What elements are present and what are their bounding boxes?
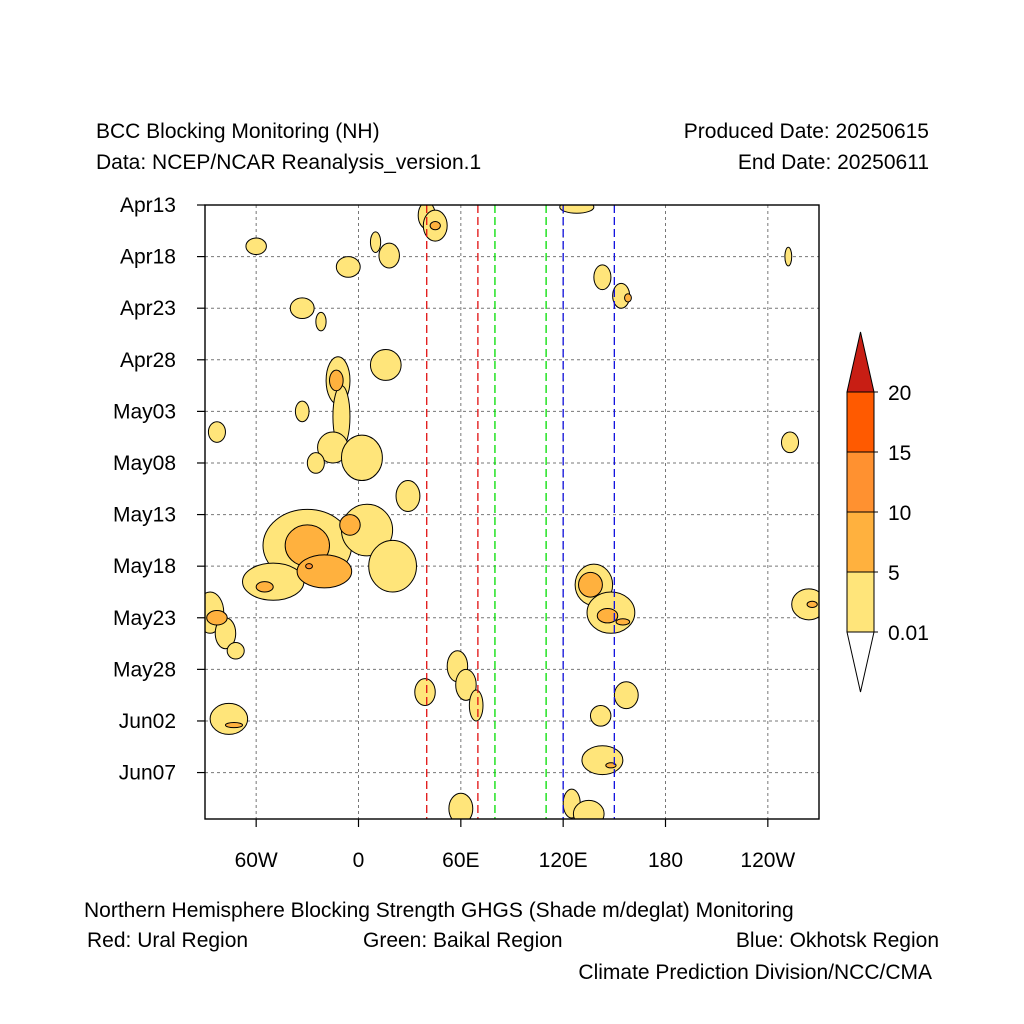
blocking-contour (605, 762, 617, 769)
blocking-contour (209, 702, 249, 735)
blocking-contour (596, 607, 619, 624)
colorbar-label: 15 (888, 442, 911, 465)
blocking-contour (289, 297, 315, 320)
blocking-contour (306, 452, 325, 474)
axis-ticks: 60W 0 60E 120E 180 120W Apr13 Apr18 Apr23 Apr28 Ma… (113, 194, 795, 872)
blocking-contour (305, 563, 313, 570)
x-tick-label: 60W (235, 849, 278, 872)
y-tick-label: May03 (113, 400, 176, 423)
y-tick-label: Apr18 (120, 246, 176, 269)
blocking-contour (226, 642, 245, 660)
y-tick-label: May28 (113, 658, 176, 681)
region-lines (426, 205, 615, 819)
colorbar-label: 0.01 (888, 622, 929, 645)
y-tick-label: Jun07 (119, 762, 176, 785)
colorbar-label: 20 (888, 382, 911, 405)
blocking-contour (369, 231, 382, 253)
blocking-contour (624, 293, 632, 303)
colorbar-segment (846, 391, 875, 453)
blocking-contour (784, 246, 793, 267)
blocking-contour (369, 348, 402, 381)
chart-title: BCC Blocking Monitoring (NH) (96, 120, 380, 143)
blocking-contour (414, 678, 436, 706)
blocking-contour (245, 237, 267, 256)
colorbar-segment (846, 451, 875, 513)
blocking-contour (329, 369, 344, 392)
colorbar: 20 15 10 5 0.01 (846, 331, 929, 693)
plot-frame (204, 204, 820, 820)
blocking-contour (206, 610, 228, 626)
blocking-shading (205, 205, 819, 819)
colorbar-segment (846, 571, 875, 633)
produced-date-label: Produced Date: 20250615 (683, 120, 929, 143)
credit-label: Climate Prediction Division/NCC/CMA (578, 961, 932, 984)
colorbar-segment (846, 511, 875, 573)
blocking-contour (780, 431, 800, 454)
blocking-contour (593, 264, 612, 291)
blocking-contour (224, 722, 244, 729)
blocking-contour (395, 480, 421, 512)
y-tick-label: May08 (113, 452, 176, 475)
blocking-contour (791, 588, 819, 621)
blocking-contour (340, 434, 383, 482)
colorbar-label: 5 (888, 562, 900, 585)
blocking-contour (581, 745, 624, 776)
blocking-contour (559, 205, 595, 214)
blocking-contour (255, 581, 274, 593)
blocking-contour (429, 221, 441, 231)
footer-description: Northern Hemisphere Blocking Strength GH… (84, 899, 794, 922)
blocking-contour (455, 668, 477, 701)
end-date-label: End Date: 20250611 (737, 151, 929, 174)
colorbar-label: 10 (888, 502, 911, 525)
x-tick-label: 120W (740, 849, 795, 872)
data-source-label: Data: NCEP/NCAR Reanalysis_version.1 (96, 151, 482, 174)
y-tick-label: May23 (113, 607, 176, 630)
y-tick-label: Apr23 (120, 297, 176, 320)
blocking-contour (615, 618, 631, 626)
blocking-contour (242, 562, 305, 601)
blocking-contour (572, 799, 605, 819)
blocking-contour (806, 600, 818, 608)
y-tick-label: Jun02 (119, 710, 176, 733)
blocking-contour (315, 311, 327, 332)
x-tick-label: 60E (442, 849, 479, 872)
legend-blue-label: Blue: Okhotsk Region (735, 929, 939, 952)
blocking-contour (296, 554, 353, 589)
blocking-contour (378, 242, 400, 269)
blocking-contour (335, 256, 361, 278)
y-tick-label: Apr13 (120, 194, 176, 217)
legend-green-label: Green: Baikal Region (363, 929, 563, 952)
y-tick-label: May18 (113, 555, 176, 578)
blocking-contour (368, 539, 417, 593)
blocking-contour (339, 514, 361, 536)
blocking-contour (448, 792, 474, 819)
x-tick-label: 180 (648, 849, 683, 872)
colorbar-max-triangle (846, 331, 875, 393)
x-tick-label: 0 (353, 849, 365, 872)
blocking-contour (294, 400, 310, 423)
blocking-contour (207, 421, 226, 443)
blocking-contour (613, 681, 639, 710)
blocking-contour (589, 704, 612, 727)
y-tick-label: May13 (113, 504, 176, 527)
colorbar-min-triangle (846, 631, 875, 693)
blocking-contour (578, 571, 603, 598)
x-tick-label: 120E (539, 849, 588, 872)
legend-red-label: Red: Ural Region (87, 929, 249, 952)
y-tick-label: Apr28 (120, 349, 176, 372)
blocking-contour (468, 689, 484, 722)
